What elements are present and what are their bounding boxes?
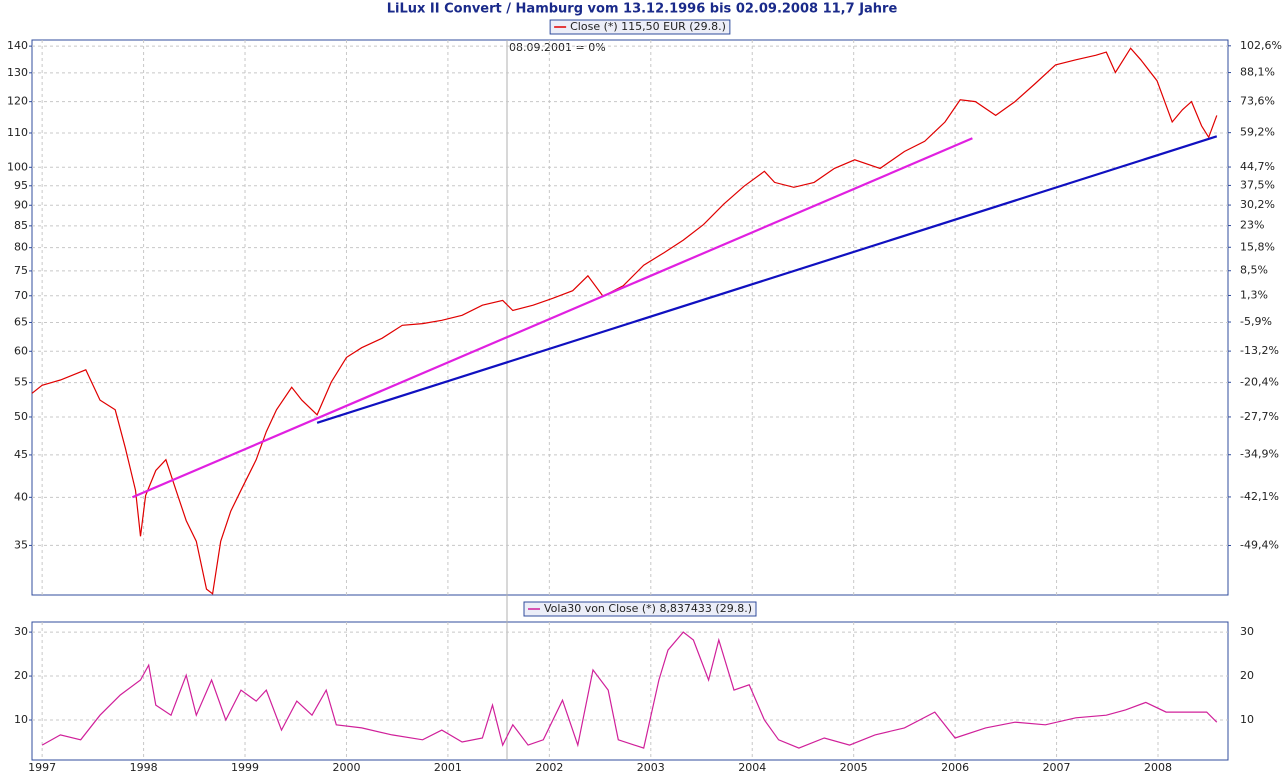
- annotation: 08.09.2001 = 0%: [509, 41, 606, 54]
- y2-tick-label: 8,5%: [1240, 264, 1268, 277]
- series-line: [31, 47, 1218, 595]
- y2-tick-label: 44,7%: [1240, 160, 1275, 173]
- legend-label: Vola30 von Close (*) 8,837433 (29.8.): [544, 602, 752, 615]
- y2-tick-label: 102,6%: [1240, 39, 1282, 52]
- legend-box: [549, 19, 731, 35]
- y-tick-label: 120: [7, 95, 28, 108]
- y-tick-label: 70: [14, 289, 28, 302]
- y2-tick-label: 88,1%: [1240, 66, 1275, 79]
- y2-tick-label: -42,1%: [1240, 490, 1279, 503]
- y-tick-label: 75: [14, 264, 28, 277]
- y-tick-label: 100: [7, 160, 28, 173]
- trend-line: [316, 135, 1218, 424]
- y-tick-label: 130: [7, 66, 28, 79]
- y-tick-label: 30: [14, 625, 28, 638]
- y2-tick-label: -49,4%: [1240, 538, 1279, 551]
- y-tick-label: 45: [14, 448, 28, 461]
- x-tick-label: 2005: [840, 761, 868, 774]
- y2-tick-label: 73,6%: [1240, 94, 1275, 107]
- legend: Vola30 von Close (*) 8,837433 (29.8.): [523, 601, 757, 617]
- x-tick-label: 1998: [130, 761, 158, 774]
- x-tick-label: 2000: [332, 761, 360, 774]
- x-tick-label: 2004: [738, 761, 766, 774]
- y2-tick-label: -5,9%: [1240, 315, 1272, 328]
- y-tick-label: 95: [14, 179, 28, 192]
- series-line: [41, 631, 1218, 749]
- y-tick-label: 85: [14, 219, 28, 232]
- y2-tick-label: 10: [1240, 713, 1254, 726]
- y-tick-label: 110: [7, 126, 28, 139]
- x-tick-label: 1997: [28, 761, 56, 774]
- y2-tick-label: 15,8%: [1240, 240, 1275, 253]
- vola-panel: [31, 621, 1229, 761]
- y-tick-label: 10: [14, 713, 28, 726]
- y2-tick-label: 59,2%: [1240, 126, 1275, 139]
- y2-tick-label: 20: [1240, 669, 1254, 682]
- x-tick-label: 2007: [1043, 761, 1071, 774]
- y2-tick-label: 30,2%: [1240, 198, 1275, 211]
- trend-line: [131, 137, 973, 499]
- legend: Close (*) 115,50 EUR (29.8.): [549, 19, 731, 35]
- y2-tick-label: -13,2%: [1240, 344, 1279, 357]
- y-tick-label: 65: [14, 315, 28, 328]
- y2-tick-label: 1,3%: [1240, 288, 1268, 301]
- x-tick-label: 1999: [231, 761, 259, 774]
- price-panel: [31, 39, 1229, 596]
- x-tick-label: 2003: [637, 761, 665, 774]
- y-tick-label: 80: [14, 241, 28, 254]
- y-tick-label: 20: [14, 669, 28, 682]
- x-tick-label: 2006: [941, 761, 969, 774]
- y2-tick-label: 23%: [1240, 219, 1264, 232]
- y-tick-label: 55: [14, 376, 28, 389]
- x-tick-label: 2001: [434, 761, 462, 774]
- legend-box: [523, 601, 757, 617]
- y-tick-label: 140: [7, 39, 28, 52]
- y-tick-label: 35: [14, 538, 28, 551]
- y-tick-label: 40: [14, 490, 28, 503]
- y-tick-label: 60: [14, 344, 28, 357]
- y2-tick-label: 37,5%: [1240, 178, 1275, 191]
- y-tick-label: 90: [14, 198, 28, 211]
- x-tick-label: 2008: [1144, 761, 1172, 774]
- y2-tick-label: 30: [1240, 625, 1254, 638]
- legend-label: Close (*) 115,50 EUR (29.8.): [570, 20, 726, 33]
- y2-tick-label: -34,9%: [1240, 448, 1279, 461]
- y-tick-label: 50: [14, 410, 28, 423]
- y2-tick-label: -27,7%: [1240, 410, 1279, 423]
- x-tick-label: 2002: [535, 761, 563, 774]
- chart-title: LiLux II Convert / Hamburg vom 13.12.199…: [387, 2, 898, 17]
- y2-tick-label: -20,4%: [1240, 375, 1279, 388]
